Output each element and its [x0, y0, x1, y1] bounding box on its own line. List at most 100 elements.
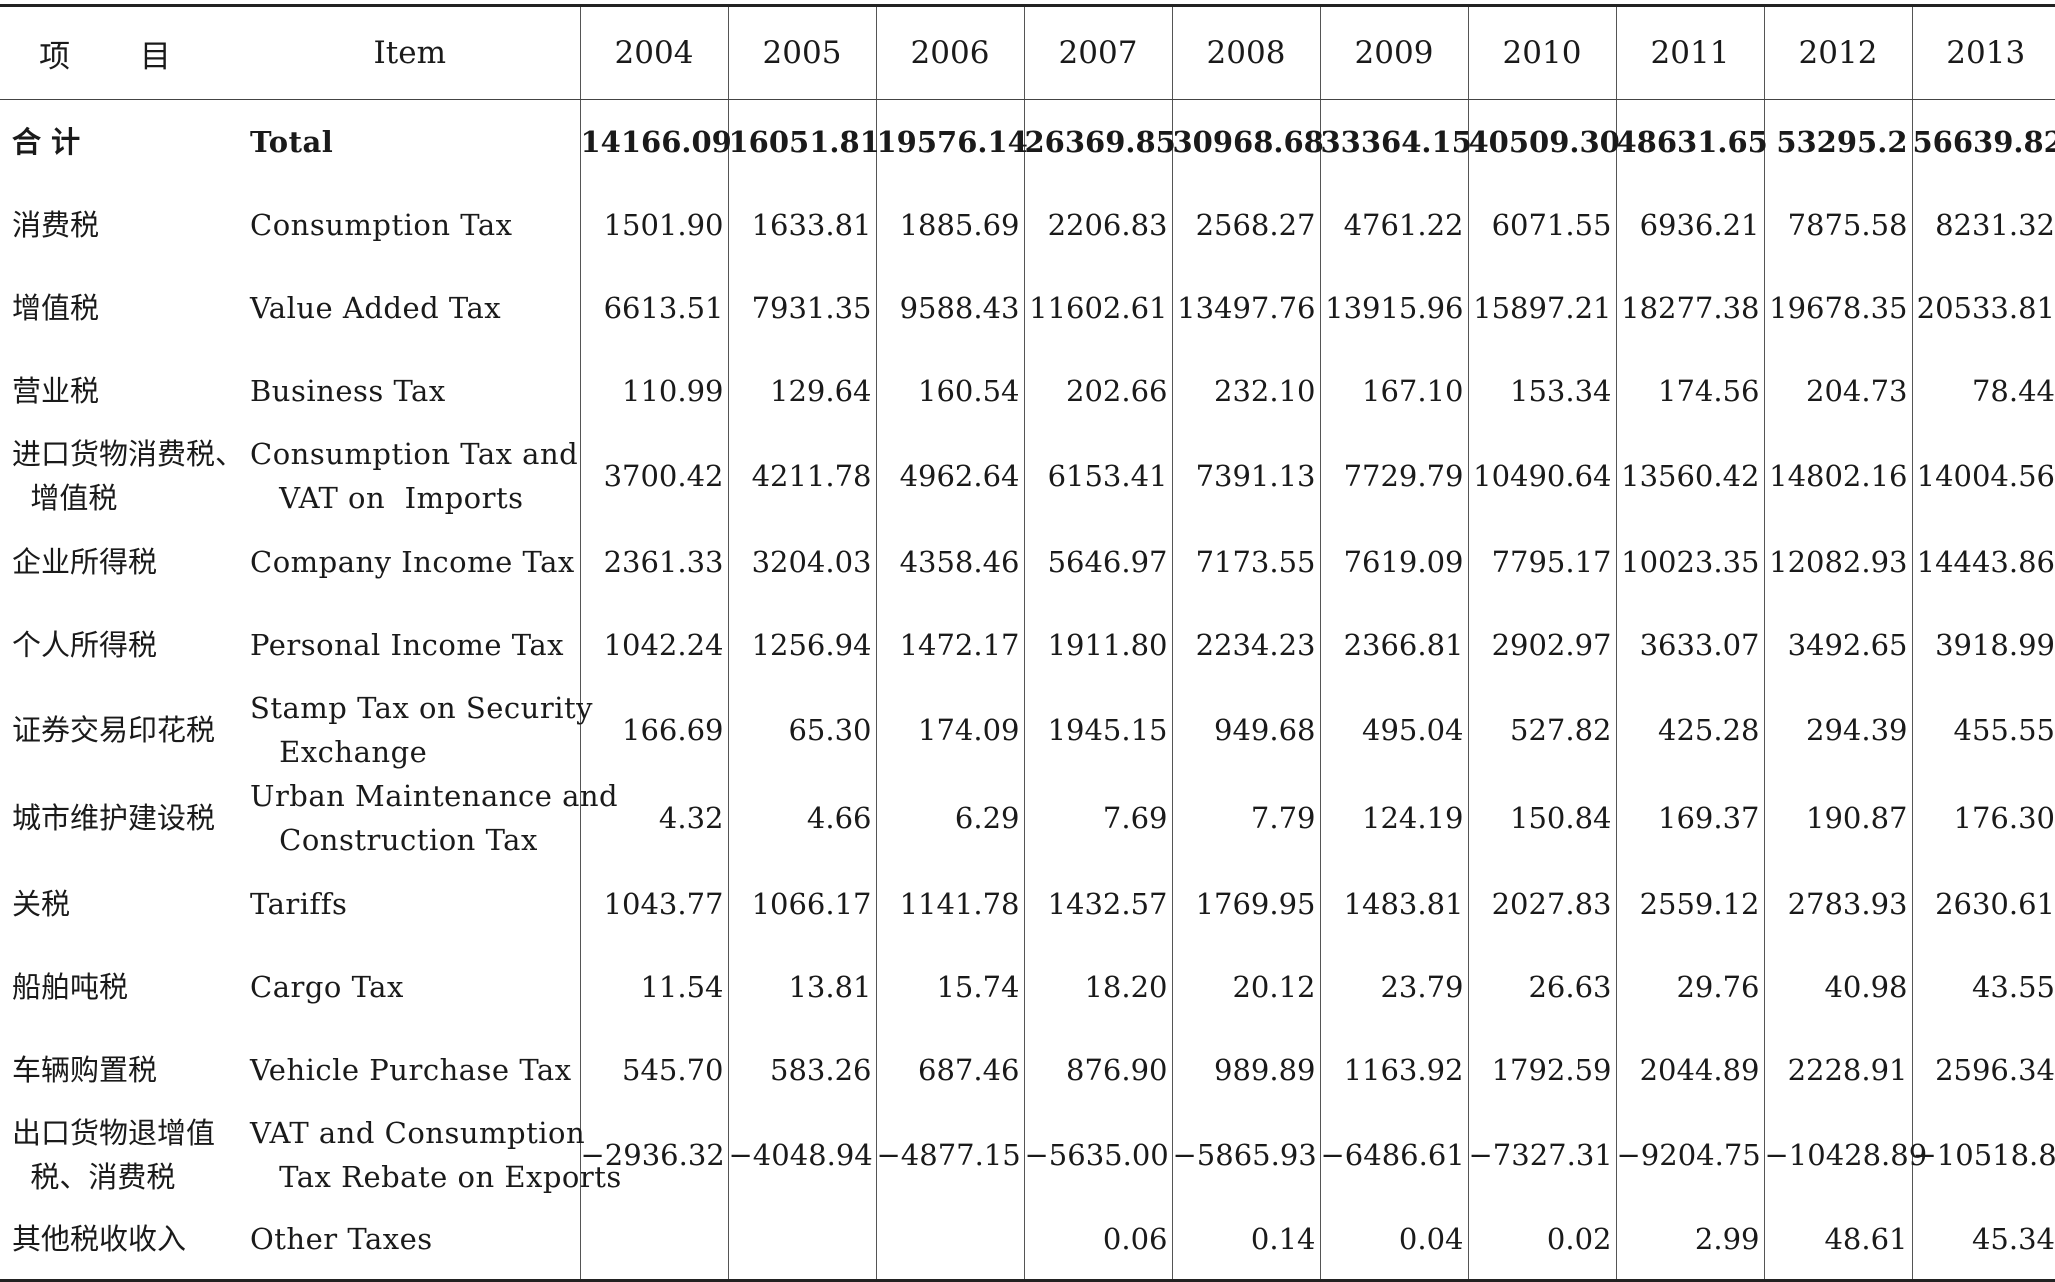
value-cell: 53295.2: [1763, 99, 1912, 183]
value-cell: 7173.55: [1171, 520, 1320, 603]
row-label-zh: 进口货物消费税、 增值税: [12, 437, 245, 515]
row-label-zh: 增值税: [12, 290, 100, 325]
value-cell: 1432.57: [1023, 862, 1172, 945]
value-cell: 2596.34: [1911, 1028, 2055, 1111]
value-cell: 169.37: [1615, 774, 1764, 862]
value-cell: 202.66: [1023, 349, 1172, 432]
value-cell: 15897.21: [1467, 266, 1616, 349]
value-cell: −5865.93: [1171, 1111, 1320, 1199]
value-cell: 2366.81: [1319, 603, 1468, 686]
value-cell: 129.64: [727, 349, 876, 432]
header-item-en: Item: [240, 4, 580, 100]
value-cell: 30968.68: [1171, 99, 1324, 183]
row-label-en: Urban Maintenance and Construction Tax: [250, 779, 619, 857]
table-row: 证券交易印花税 Stamp Tax on Security Exchange 166…: [0, 686, 2055, 774]
value-cell: 1911.80: [1023, 603, 1172, 686]
value-cell: 6936.21: [1615, 183, 1764, 266]
table-body: 合 计 Total 14166.09 16051.81 19576.14 26369.85…: [0, 99, 2055, 1282]
value-cell: 2783.93: [1763, 862, 1912, 945]
value-cell: 11.54: [579, 945, 728, 1028]
value-cell: 2228.91: [1763, 1028, 1912, 1111]
value-cell: 160.54: [875, 349, 1024, 432]
value-cell: 876.90: [1023, 1028, 1172, 1111]
row-label-en: Business Tax: [250, 373, 446, 408]
value-cell: 3633.07: [1615, 603, 1764, 686]
value-cell: 1256.94: [727, 603, 876, 686]
value-cell: 14802.16: [1763, 432, 1912, 520]
value-cell: 65.30: [727, 686, 876, 774]
table-row: 营业税 Business Tax 110.99 129.64 160.54 202.66 2…: [0, 349, 2055, 432]
value-cell: −2936.32: [579, 1111, 728, 1199]
row-label-zh: 个人所得税: [12, 627, 158, 662]
value-cell: 15.74: [875, 945, 1024, 1028]
table-row: 出口货物退增值 税、消费税 VAT and Consumption Tax Reb…: [0, 1111, 2055, 1199]
value-cell: [875, 1199, 1024, 1282]
value-cell: 7619.09: [1319, 520, 1468, 603]
value-cell: 18.20: [1023, 945, 1172, 1028]
value-cell: −4048.94: [727, 1111, 876, 1199]
value-cell: −10518.85: [1911, 1111, 2055, 1199]
header-year: 2006: [875, 4, 1024, 100]
table-row: 消费税 Consumption Tax 1501.90 1633.81 1885.69 2…: [0, 183, 2055, 266]
value-cell: 455.55: [1911, 686, 2055, 774]
value-cell: 40509.30: [1467, 99, 1620, 183]
value-cell: 78.44: [1911, 349, 2055, 432]
value-cell: 26369.85: [1023, 99, 1176, 183]
value-cell: 2044.89: [1615, 1028, 1764, 1111]
value-cell: 10490.64: [1467, 432, 1616, 520]
value-cell: 7875.58: [1763, 183, 1912, 266]
table-row: 增值税 Value Added Tax 6613.51 7931.35 9588.43 1…: [0, 266, 2055, 349]
row-label-en: Other Taxes: [240, 1199, 580, 1282]
table-row: 船舶吨税 Cargo Tax 11.54 13.81 15.74 18.20 20.12 23…: [0, 945, 2055, 1028]
value-cell: 48631.65: [1615, 99, 1768, 183]
value-cell: 232.10: [1171, 349, 1320, 432]
value-cell: 4.32: [579, 774, 728, 862]
value-cell: 11602.61: [1023, 266, 1172, 349]
value-cell: 19576.14: [875, 99, 1028, 183]
value-cell: 527.82: [1467, 686, 1616, 774]
value-cell: 989.89: [1171, 1028, 1320, 1111]
value-cell: 687.46: [875, 1028, 1024, 1111]
header-year: 2010: [1467, 4, 1616, 100]
value-cell: 12082.93: [1763, 520, 1912, 603]
value-cell: −4877.15: [875, 1111, 1024, 1199]
value-cell: 43.55: [1911, 945, 2055, 1028]
value-cell: 10023.35: [1615, 520, 1764, 603]
value-cell: 176.30: [1911, 774, 2055, 862]
row-label-zh: 合 计: [12, 124, 81, 159]
row-label-en: Vehicle Purchase Tax: [250, 1052, 572, 1087]
value-cell: 3918.99: [1911, 603, 2055, 686]
value-cell: 3204.03: [727, 520, 876, 603]
value-cell: 1501.90: [579, 183, 728, 266]
value-cell: 14443.86: [1911, 520, 2055, 603]
value-cell: −9204.75: [1615, 1111, 1764, 1199]
row-label-en: Consumption Tax: [250, 207, 513, 242]
value-cell: 2234.23: [1171, 603, 1320, 686]
row-label-en: Tariffs: [250, 886, 348, 921]
value-cell: 8231.32: [1911, 183, 2055, 266]
value-cell: 204.73: [1763, 349, 1912, 432]
value-cell: 2027.83: [1467, 862, 1616, 945]
table-row: 企业所得税 Company Income Tax 2361.33 3204.03 435…: [0, 520, 2055, 603]
value-cell: 2630.61: [1911, 862, 2055, 945]
row-label-zh: 企业所得税: [12, 544, 158, 579]
row-label-zh: 消费税: [12, 207, 100, 242]
header-year: 2011: [1615, 4, 1764, 100]
header-year: 2008: [1171, 4, 1320, 100]
row-label-zh: 城市维护建设税: [12, 801, 216, 835]
value-cell: 583.26: [727, 1028, 876, 1111]
value-cell: 495.04: [1319, 686, 1468, 774]
header-year: 2005: [727, 4, 876, 100]
row-label-zh: 船舶吨税: [12, 969, 129, 1004]
value-cell: 4962.64: [875, 432, 1024, 520]
value-cell: 7.69: [1023, 774, 1172, 862]
value-cell: 174.56: [1615, 349, 1764, 432]
value-cell: 1633.81: [727, 183, 876, 266]
value-cell: 20533.81: [1911, 266, 2055, 349]
value-cell: [579, 1199, 728, 1282]
row-label-zh: 其他税收收入: [0, 1199, 240, 1282]
value-cell: 4761.22: [1319, 183, 1468, 266]
value-cell: 13.81: [727, 945, 876, 1028]
value-cell: 1066.17: [727, 862, 876, 945]
value-cell: 5646.97: [1023, 520, 1172, 603]
